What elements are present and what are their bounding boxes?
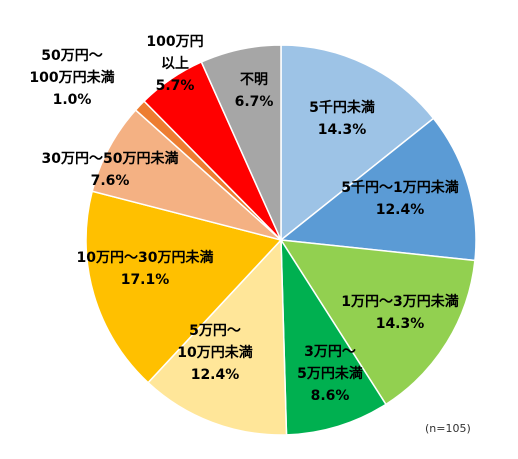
slice-category-8: 100万円未満 [29,69,114,86]
slice-label-6: 10万円～30万円未満 17.1% [77,249,214,288]
slice-label-8: 50万円～ 100万円未満 1.0% [29,48,114,108]
pie-slice-4 [280,237,387,436]
slice-percent-1: 14.3% [318,122,367,138]
slice-category-10: 不明 [240,72,268,88]
slice-percent-9: 5.7% [156,78,195,94]
sample-size-note: (n=105) [425,422,471,435]
slice-label-2: 5千円～1万円未満 12.4% [341,179,458,218]
slice-category-8: 50万円～ [41,48,102,64]
slice-label-5: 5万円～ 10万円未満 12.4% [177,323,252,383]
slice-percent-6: 17.1% [121,272,170,288]
slice-label-3: 1万円～3万円未満 14.3% [341,293,458,332]
slice-category-9: 100万円 [146,34,203,50]
slice-percent-8: 1.0% [53,92,92,108]
slice-label-4: 3万円～ 5万円未満 8.6% [297,344,363,404]
slice-category-5: 5万円～ [189,323,241,339]
slice-category-6: 10万円～30万円未満 [77,249,214,266]
slice-label-1: 5千円未満 14.3% [309,99,375,138]
slice-percent-7: 7.6% [91,173,130,189]
slice-percent-5: 12.4% [191,367,240,383]
slice-category-4: 3万円～ [304,344,356,360]
pie-slice-2 [279,117,477,262]
pie-slice-3 [279,239,476,406]
slice-percent-3: 14.3% [376,316,425,332]
slices-layer [85,44,477,436]
slice-percent-4: 8.6% [311,388,350,404]
slice-category-1: 5千円未満 [309,99,375,116]
labels-layer: 5千円未満 14.3% 5千円～1万円未満 12.4% 1万円～3万円未満 14.3% 3万… [29,34,458,404]
slice-category-9: 以上 [161,56,189,72]
slice-category-2: 5千円～1万円未満 [341,179,458,196]
slice-category-7: 30万円～50万円未満 [42,150,179,167]
slice-percent-10: 6.7% [235,94,274,110]
pie-slice-6 [85,190,283,384]
slice-label-7: 30万円～50万円未満 7.6% [42,150,179,189]
slice-category-5: 10万円未満 [177,344,252,361]
slice-percent-2: 12.4% [376,202,425,218]
pie-slice-10 [200,44,282,241]
slice-label-10: 不明 6.7% [235,72,274,110]
slice-category-4: 5万円未満 [297,365,363,382]
slice-category-3: 1万円～3万円未満 [341,293,458,310]
pie-slice-1 [280,44,435,242]
pie-slice-5 [147,238,288,436]
